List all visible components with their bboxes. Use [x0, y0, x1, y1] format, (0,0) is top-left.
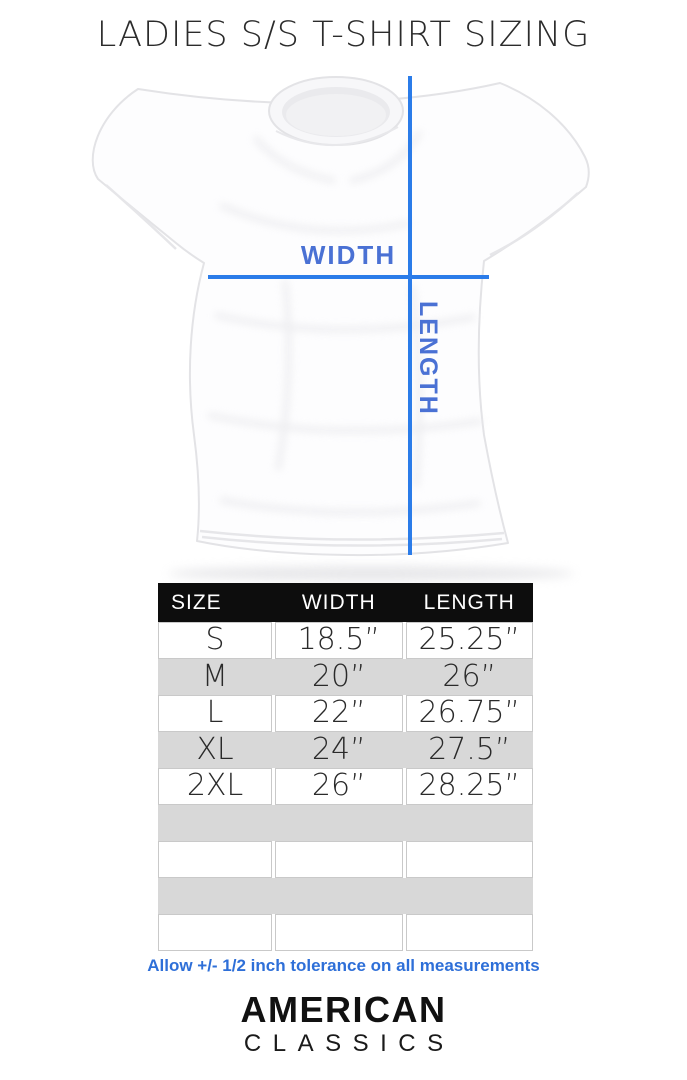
cell-size: 2XL — [158, 768, 272, 805]
shirt-drop-shadow — [168, 566, 574, 581]
cell-size: S — [158, 622, 272, 659]
cell-empty — [405, 841, 533, 878]
header-size: SIZE — [171, 591, 222, 614]
width-measure-line — [208, 275, 489, 279]
length-label: LENGTH — [414, 301, 442, 416]
cell-length: 26.75” — [405, 695, 533, 732]
cell-length: 28.25” — [405, 768, 533, 805]
cell-empty — [158, 914, 272, 951]
cell-length: 27.5” — [428, 731, 511, 767]
cell-width: 22” — [275, 695, 403, 732]
cell-width: 18.5” — [275, 622, 403, 659]
empty-row — [158, 804, 534, 842]
size-table: SIZE WIDTH LENGTH S 18.5” 25.25” M 20” 26” L 22… — [158, 583, 533, 951]
cell-length: 25.25” — [405, 622, 533, 659]
width-label: WIDTH — [300, 240, 397, 270]
header-length: LENGTH — [423, 591, 515, 614]
size-table-header: SIZE WIDTH LENGTH — [158, 583, 533, 622]
cell-width: 20” — [311, 658, 366, 694]
size-row-2xl: 2XL 26” 28.25” — [158, 768, 533, 805]
cell-empty — [406, 878, 534, 915]
header-width: WIDTH — [301, 591, 376, 614]
shirt-diagram — [80, 75, 610, 565]
brand-subname: CLASSICS — [243, 1030, 455, 1057]
cell-empty — [405, 914, 533, 951]
cell-length: 26” — [442, 658, 497, 694]
size-table-body: S 18.5” 25.25” M 20” 26” L 22” 26.75” XL 24” 27.5” 2… — [158, 622, 533, 951]
cell-empty — [406, 805, 534, 842]
size-row-s: S 18.5” 25.25” — [158, 622, 533, 659]
page-title: LADIES S/S T-SHIRT SIZING — [96, 15, 591, 55]
tolerance-note: Allow +/- 1/2 inch tolerance on all meas… — [147, 956, 540, 975]
size-row-xl: XL 24” 27.5” — [158, 731, 533, 768]
cell-width: 26” — [275, 768, 403, 805]
tshirt-illustration — [91, 76, 590, 557]
cell-size: XL — [196, 731, 234, 767]
cell-size: L — [158, 695, 272, 732]
brand-logo: AMERICAN CLASSICS — [0, 992, 687, 1056]
cell-empty — [158, 841, 272, 878]
empty-row — [158, 841, 533, 878]
empty-row — [158, 877, 534, 915]
cell-empty — [158, 805, 272, 842]
cell-empty — [158, 878, 272, 915]
cell-size: M — [202, 658, 228, 694]
cell-empty — [275, 878, 403, 915]
size-row-m: M 20” 26” — [158, 658, 533, 695]
length-measure-line — [408, 76, 412, 555]
brand-name: AMERICAN — [240, 989, 447, 1030]
size-row-l: L 22” 26.75” — [158, 695, 533, 732]
empty-row — [158, 914, 533, 951]
cell-empty — [275, 914, 403, 951]
cell-empty — [275, 805, 403, 842]
cell-width: 24” — [311, 731, 366, 767]
cell-empty — [275, 841, 403, 878]
